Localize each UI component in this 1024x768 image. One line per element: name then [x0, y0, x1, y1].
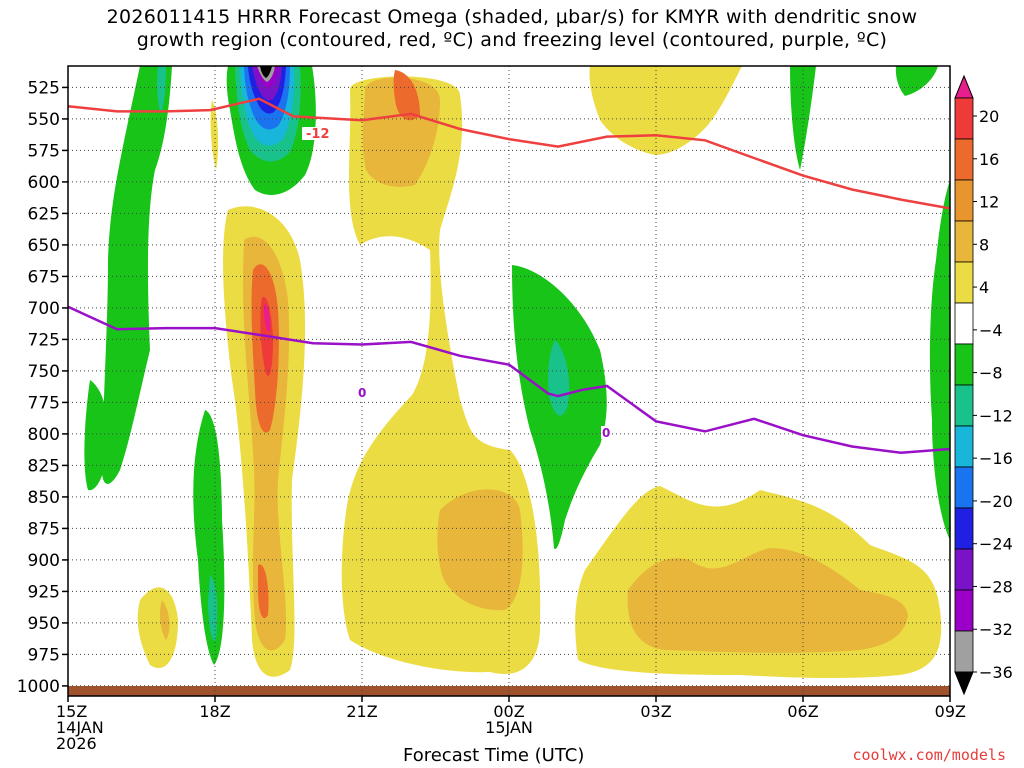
omega-positive-region-left [137, 587, 178, 668]
colorbar-swatch-7 [954, 343, 974, 386]
omega-moderate-region-03z [627, 548, 908, 653]
colorbar-label-0: 20 [979, 107, 999, 126]
colorbar-label-5: −4 [979, 321, 1003, 340]
colorbar-swatch-4 [954, 220, 974, 263]
shaded-omega-field [84, 66, 950, 679]
omega-positive-region-top-right [589, 66, 742, 155]
dgz-label-text: -12 [306, 127, 330, 142]
freezing-contour-label-2: 0 [601, 426, 612, 440]
freezing-contour-label-1: 0 [357, 386, 368, 400]
colorbar-swatch-12 [954, 548, 974, 591]
colorbar-swatch-6 [954, 302, 974, 345]
omega-negative-black-19z [260, 66, 272, 78]
colorbar-label-7: −12 [979, 406, 1013, 425]
colorbar-label-9: −20 [979, 492, 1013, 511]
y-tick-label-750: 750 [28, 362, 60, 382]
y-tick-label-625: 625 [28, 204, 60, 224]
colorbar-label-4: 4 [979, 278, 989, 297]
colorbar-bottom-arrow [954, 671, 974, 696]
omega-negative-region-18z-lower [193, 410, 225, 665]
colorbar-top-arrow [954, 74, 974, 99]
freezing-level-contour-line [67, 305, 951, 455]
omega-moderate-region-small [159, 600, 170, 640]
y-tick-label-575: 575 [28, 141, 60, 161]
y-tick-label-925: 925 [28, 582, 60, 602]
x-tick-year-15Z: 2026 [56, 734, 97, 753]
colorbar-label-2: 12 [979, 193, 999, 212]
colorbar-label-13: −36 [979, 663, 1013, 682]
x-tick-label-15Z: 15Z [56, 702, 87, 721]
x-tick-sublabel-15Z: 14JAN [56, 718, 104, 737]
colorbar-label-10: −24 [979, 535, 1013, 554]
colorbar-swatch-8 [954, 384, 974, 427]
colorbar-swatch-9 [954, 425, 974, 468]
chart-title: 2026011415 HRRR Forecast Omega (shaded, … [0, 6, 1024, 52]
y-tick-label-975: 975 [28, 645, 60, 665]
y-tick-label-525: 525 [28, 78, 60, 98]
y-tick-label-1000: 1000 [17, 677, 60, 697]
colorbar-swatch-13 [954, 589, 974, 632]
y-tick-label-725: 725 [28, 330, 60, 350]
dgz-minus12-contour-line [67, 97, 951, 210]
omega-negative-teal-18z [208, 575, 218, 641]
colorbar-swatch-2 [954, 138, 974, 181]
colorbar-label-12: −32 [979, 620, 1013, 639]
omega-moderate-region-21z-top [362, 77, 440, 187]
y-tick-label-775: 775 [28, 393, 60, 413]
x-tick-label-09Z: 09Z [935, 702, 966, 721]
omega-positive-region-thin-top [210, 100, 219, 170]
grid-lines [68, 66, 950, 696]
x-tick-sublabel-00Z: 15JAN [485, 718, 533, 737]
colorbar-label-11: −28 [979, 577, 1013, 596]
colorbar-swatch-11 [954, 507, 974, 550]
colorbar-label-8: −16 [979, 449, 1013, 468]
y-tick-label-550: 550 [28, 110, 60, 130]
omega-negative-teal-left [156, 66, 166, 112]
omega-strong-region-lower [258, 564, 269, 619]
x-tick-label-00Z: 00Z [493, 702, 524, 721]
y-tick-label-875: 875 [28, 519, 60, 539]
y-tick-label-800: 800 [28, 425, 60, 445]
y-tick-label-900: 900 [28, 551, 60, 571]
omega-negative-region-left-lower [84, 380, 109, 491]
omega-negative-region-left-column [101, 66, 172, 484]
freezing-label-text-1: 0 [358, 386, 366, 400]
colorbar-swatch-5 [954, 261, 974, 304]
title-line-2: growth region (contoured, red, ºC) and f… [136, 29, 888, 51]
x-tick-label-06Z: 06Z [787, 702, 818, 721]
omega-negative-region-right-edge [929, 180, 950, 540]
colorbar-swatch-10 [954, 466, 974, 509]
x-tick-label-03Z: 03Z [640, 702, 671, 721]
colorbar-legend: 20 16 12 8 4 −4 −8 −12 −16 −20 −24 −28 −32 −36 [954, 74, 1013, 696]
y-tick-label-675: 675 [28, 267, 60, 287]
y-tick-label-825: 825 [28, 456, 60, 476]
omega-strong-region-21z-top [393, 70, 420, 121]
colorbar-label-6: −8 [979, 364, 1003, 383]
y-axis-pressure: 525 550 575 600 625 650 675 700 725 750 775 800 825 8… [17, 78, 68, 697]
y-tick-label-850: 850 [28, 488, 60, 508]
x-tick-label-21Z: 21Z [346, 702, 377, 721]
dgz-contour-label: -12 [302, 127, 330, 142]
y-tick-label-950: 950 [28, 614, 60, 634]
y-tick-label-700: 700 [28, 299, 60, 319]
title-line-1: 2026011415 HRRR Forecast Omega (shaded, … [106, 6, 918, 28]
y-tick-label-600: 600 [28, 173, 60, 193]
freezing-label-text-2: 0 [602, 426, 610, 440]
x-axis-label: Forecast Time (UTC) [403, 745, 585, 766]
colorbar-swatch-3 [954, 179, 974, 222]
omega-moderate-region-00z [437, 489, 523, 611]
x-tick-label-18Z: 18Z [199, 702, 230, 721]
omega-peak-core [264, 304, 271, 332]
colorbar-swatch-14 [954, 630, 974, 673]
colorbar-swatch-1 [954, 97, 974, 140]
colorbar-label-1: 16 [979, 150, 999, 169]
colorbar-label-3: 8 [979, 235, 989, 254]
y-tick-label-650: 650 [28, 236, 60, 256]
omega-negative-teal-01z [547, 340, 570, 416]
omega-negative-region-08z-top [895, 66, 938, 96]
credit-text: coolwx.com/models [852, 746, 1006, 764]
